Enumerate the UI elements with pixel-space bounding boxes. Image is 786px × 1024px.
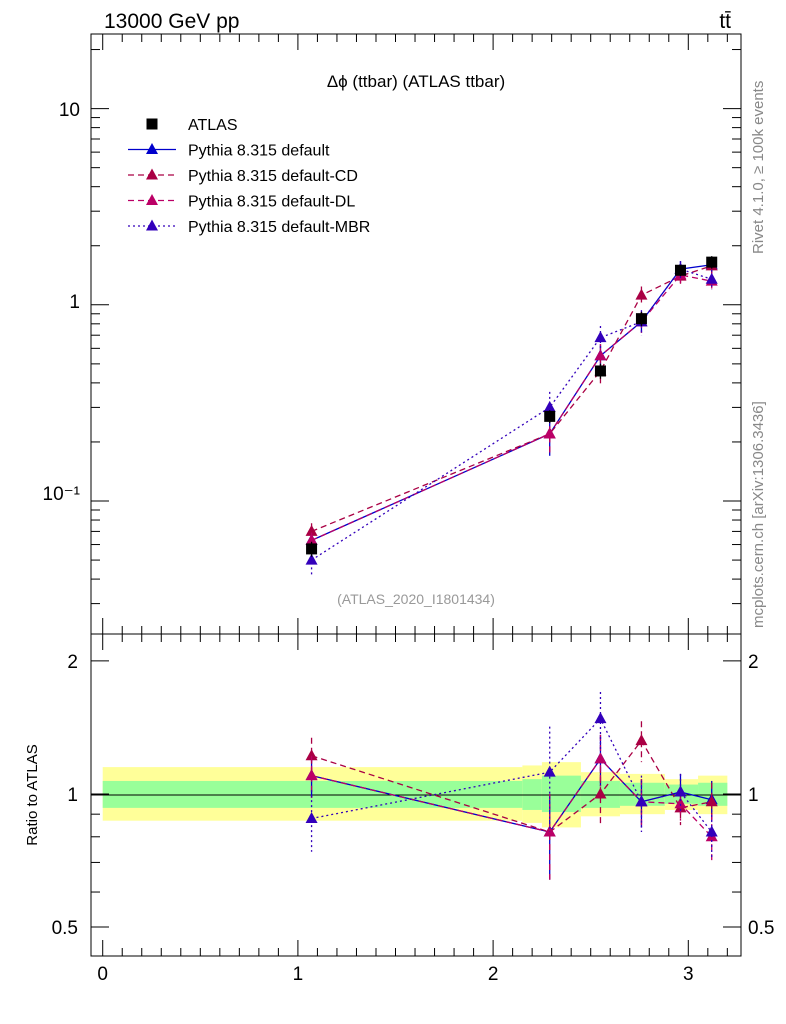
series-line-pythia-8-315-default	[311, 264, 712, 541]
ratio-point	[305, 811, 318, 823]
ratio-point	[305, 749, 318, 761]
series-line-pythia-8-315-default-dl	[311, 274, 712, 541]
ratio-point	[674, 797, 687, 809]
data-point	[635, 313, 647, 325]
series-pythia-8-315-default-cd	[305, 258, 718, 541]
ratio-y-tick-label-right: 0.5	[748, 918, 774, 939]
ratio-y-label: Ratio to ATLAS	[24, 744, 41, 845]
main-plot-panel: Δϕ (ttbar) (ATLAS ttbar) (ATLAS_2020_I18…	[43, 33, 742, 635]
y-tick-label-0-1: 10⁻¹	[43, 484, 81, 505]
main-plot-title: Δϕ (ttbar) (ATLAS ttbar)	[327, 72, 505, 91]
y-tick-label-1: 1	[69, 292, 80, 313]
ratio-y-tick-label-right: 2	[748, 652, 759, 673]
ratio-y-tick-label: 0.5	[52, 918, 78, 939]
uncertainty-band-green	[102, 780, 523, 808]
uncertainty-band-green	[619, 782, 665, 806]
data-point	[305, 533, 318, 545]
series-line-pythia-8-315-default-mbr	[311, 268, 712, 561]
x-tick-label: 1	[293, 964, 304, 985]
ratio-y-tick-label: 1	[67, 785, 78, 806]
series-pythia-8-315-default	[305, 257, 718, 549]
legend-label: Pythia 8.315 default-CD	[188, 168, 358, 185]
ratio-point	[635, 795, 648, 807]
ratio-point	[305, 769, 318, 781]
legend-label: ATLAS	[188, 117, 238, 134]
ratio-y-tick-label-right: 1	[748, 785, 759, 806]
ratio-point	[594, 787, 607, 799]
ratio-point	[705, 795, 718, 807]
x-tick-label: 0	[97, 964, 108, 985]
analysis-tag: (ATLAS_2020_I1801434)	[337, 591, 495, 607]
ratio-y-tick-label: 2	[67, 652, 78, 673]
legend-label: Pythia 8.315 default-MBR	[188, 219, 370, 236]
data-point	[594, 331, 607, 343]
data-point	[543, 400, 556, 412]
data-point	[543, 427, 556, 439]
legend-marker	[146, 219, 158, 231]
data-point	[544, 410, 556, 422]
ratio-point	[594, 752, 607, 764]
series-line-pythia-8-315-default-cd	[311, 265, 712, 533]
data-point	[674, 264, 686, 276]
ratio-series-pythia-8-315-default-mbr	[305, 692, 718, 858]
series-pythia-8-315-default-dl	[305, 267, 718, 549]
ratio-line-pythia-8-315-default-dl	[311, 757, 713, 838]
legend-marker	[146, 168, 158, 180]
legend-label: Pythia 8.315 default	[188, 143, 330, 160]
header-process-label: tt̄	[719, 10, 731, 33]
legend-marker	[146, 118, 158, 130]
y-tick-label-10: 10	[59, 100, 80, 121]
x-tick-label: 3	[683, 964, 694, 985]
ratio-point	[543, 825, 556, 837]
series-pythia-8-315-default-mbr	[305, 261, 718, 575]
rivet-version-label: Rivet 4.1.0, ≥ 100k events	[750, 81, 767, 254]
ratio-plot-panel: 2 2 1 1 0.5 0.5 0 1 2 3 Ratio to ATLAS	[24, 633, 774, 985]
ratio-point	[543, 765, 556, 777]
ratio-plot-frame	[90, 633, 742, 957]
data-point	[706, 256, 718, 268]
ratio-point	[635, 734, 648, 746]
legend: ATLAS Pythia 8.315 default Pythia 8.315 de…	[128, 117, 370, 236]
data-point	[705, 272, 718, 284]
series-atlas	[306, 256, 718, 557]
ratio-point	[674, 785, 687, 797]
data-point	[306, 543, 318, 555]
legend-marker	[146, 194, 158, 205]
legend-marker	[146, 143, 158, 154]
ratio-point	[594, 712, 607, 724]
x-tick-label: 2	[488, 964, 499, 985]
data-point	[305, 524, 318, 536]
uncertainty-band-green	[698, 782, 728, 806]
data-point	[305, 553, 318, 565]
data-point	[594, 349, 607, 361]
mcplots-citation-label: mcplots.cern.ch [arXiv:1306.3436]	[750, 401, 767, 628]
uncertainty-band-green	[541, 775, 581, 813]
header-beam-label: 13000 GeV pp	[104, 10, 239, 33]
data-point	[594, 365, 606, 377]
data-point	[635, 288, 648, 300]
legend-label: Pythia 8.315 default-DL	[188, 194, 355, 211]
ratio-point	[705, 825, 718, 837]
